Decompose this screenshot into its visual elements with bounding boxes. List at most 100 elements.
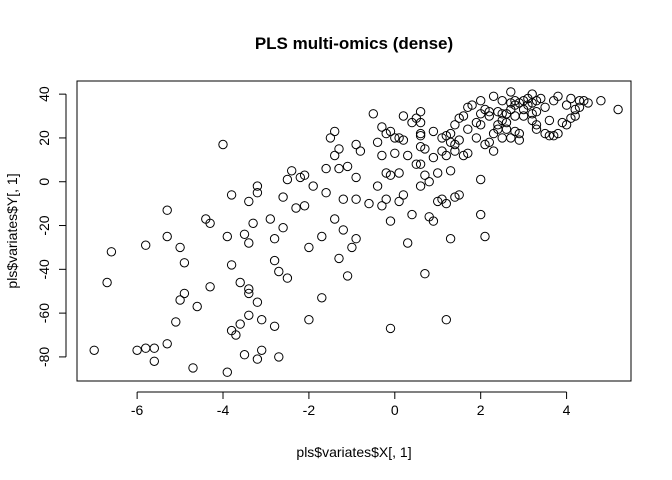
x-axis-label: pls$variates$X[, 1] — [296, 444, 411, 460]
data-point — [364, 198, 374, 209]
data-point — [334, 253, 344, 264]
data-point — [239, 229, 250, 240]
data-point — [574, 102, 585, 113]
data-point — [454, 135, 464, 145]
data-point — [231, 330, 241, 340]
data-point — [368, 109, 378, 119]
data-point — [252, 297, 263, 307]
data-point — [299, 170, 310, 180]
data-point — [579, 96, 589, 106]
data-point — [570, 104, 580, 115]
data-point — [330, 150, 340, 161]
data-point — [428, 126, 439, 137]
data-point — [433, 168, 443, 178]
data-point — [304, 315, 314, 325]
data-point — [141, 240, 151, 250]
data-point — [531, 124, 542, 134]
data-point — [415, 159, 426, 169]
data-point — [381, 194, 391, 204]
data-point — [441, 198, 451, 209]
data-point — [583, 98, 593, 108]
data-point — [403, 150, 413, 161]
data-point — [244, 310, 254, 320]
data-point — [450, 120, 460, 130]
data-point — [162, 339, 172, 349]
data-point — [420, 144, 430, 154]
data-point — [484, 137, 494, 148]
data-point — [398, 111, 409, 121]
data-point — [239, 350, 250, 360]
data-point — [540, 128, 550, 139]
data-point — [390, 133, 400, 143]
x-tick-label: -6 — [131, 402, 144, 418]
data-point — [471, 117, 482, 128]
data-point — [415, 131, 426, 141]
data-point — [488, 91, 499, 102]
data-point — [463, 102, 473, 113]
data-point — [450, 146, 460, 156]
data-point — [244, 196, 254, 207]
data-point — [454, 190, 464, 200]
data-point — [257, 315, 267, 325]
data-point — [304, 242, 314, 253]
data-point — [244, 288, 254, 299]
data-point — [471, 133, 482, 143]
data-point — [89, 345, 99, 355]
data-point — [561, 100, 572, 110]
data-point — [274, 352, 284, 362]
data-point — [476, 174, 486, 185]
data-point — [334, 163, 344, 174]
data-point — [549, 131, 559, 141]
data-point — [381, 168, 391, 178]
data-point — [390, 148, 400, 159]
data-point — [463, 148, 473, 159]
data-point — [295, 172, 305, 183]
data-point — [342, 271, 353, 281]
data-point — [175, 242, 185, 253]
data-point — [480, 104, 490, 115]
data-point — [385, 323, 396, 334]
data-point — [244, 238, 254, 248]
data-point — [476, 96, 486, 106]
data-points — [89, 87, 623, 377]
data-point — [441, 150, 451, 161]
data-point — [484, 111, 494, 121]
x-tick-label: 2 — [477, 402, 485, 418]
data-point — [531, 120, 542, 130]
data-point — [420, 170, 430, 180]
data-point — [351, 139, 361, 150]
data-point — [235, 319, 245, 329]
data-point — [445, 166, 456, 176]
data-point — [171, 317, 181, 327]
data-point — [351, 194, 361, 204]
data-point — [149, 356, 160, 366]
data-point — [330, 126, 340, 137]
data-point — [308, 181, 318, 191]
data-point — [536, 93, 546, 104]
data-point — [377, 122, 387, 132]
data-point — [458, 150, 469, 161]
data-point — [428, 152, 439, 163]
data-point — [488, 146, 499, 156]
data-point — [497, 115, 507, 126]
y-tick-label: -60 — [36, 303, 52, 323]
data-point — [372, 181, 383, 191]
data-point — [269, 255, 280, 266]
x-tick-label: 4 — [563, 402, 571, 418]
data-point — [162, 231, 172, 242]
data-point — [527, 109, 537, 119]
plot-area-frame — [76, 80, 632, 382]
data-point — [445, 128, 456, 139]
data-point — [175, 295, 185, 305]
data-point — [291, 203, 301, 213]
data-point — [458, 111, 469, 121]
chart-title: PLS multi-omics (dense) — [255, 34, 453, 53]
data-point — [149, 343, 160, 353]
data-point — [518, 111, 529, 121]
data-point — [497, 109, 507, 119]
data-point — [523, 100, 533, 110]
data-point — [218, 139, 228, 150]
data-point — [252, 181, 263, 191]
data-point — [222, 367, 233, 377]
